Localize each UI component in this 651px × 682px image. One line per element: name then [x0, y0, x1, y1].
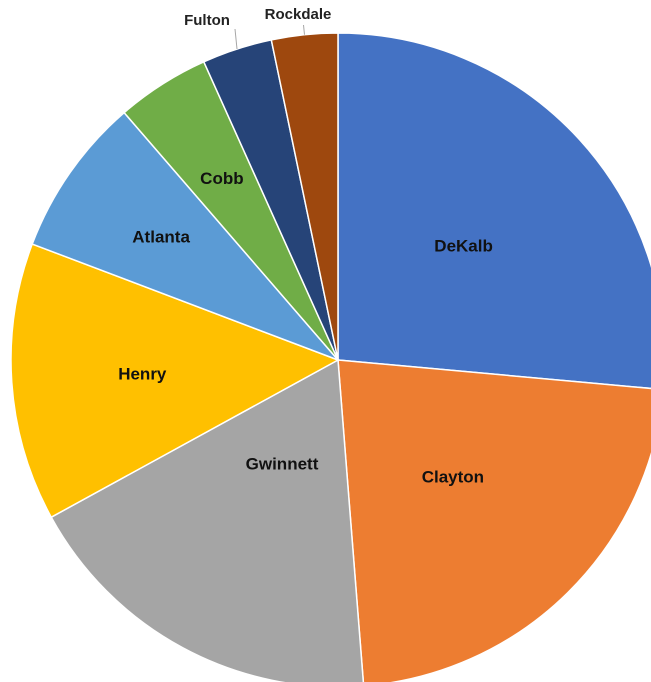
- slice-label-cobb: Cobb: [200, 169, 243, 188]
- slice-label-fulton: Fulton: [184, 12, 230, 29]
- slice-atlanta: [31, 111, 339, 361]
- leader-line-fulton: [234, 28, 238, 50]
- slice-gwinnett: [50, 358, 365, 682]
- slice-label-rockdale: Rockdale: [265, 6, 332, 23]
- pie-slices: [10, 32, 651, 682]
- slice-henry: [10, 243, 340, 519]
- pie-labels: DeKalb Clayton Gwinnett Henry Atlanta Cobb Ful…: [118, 6, 493, 486]
- slice-label-dekalb: DeKalb: [434, 236, 493, 255]
- slice-label-clayton: Clayton: [422, 467, 484, 486]
- slice-label-henry: Henry: [118, 365, 167, 384]
- callout-leader-lines: [234, 24, 305, 50]
- leader-line-rockdale: [303, 24, 305, 35]
- slice-clayton: [337, 359, 651, 682]
- slice-label-atlanta: Atlanta: [132, 227, 190, 246]
- slice-dekalb: [337, 32, 651, 390]
- slice-rockdale: [270, 32, 339, 361]
- slice-label-gwinnett: Gwinnett: [246, 455, 319, 474]
